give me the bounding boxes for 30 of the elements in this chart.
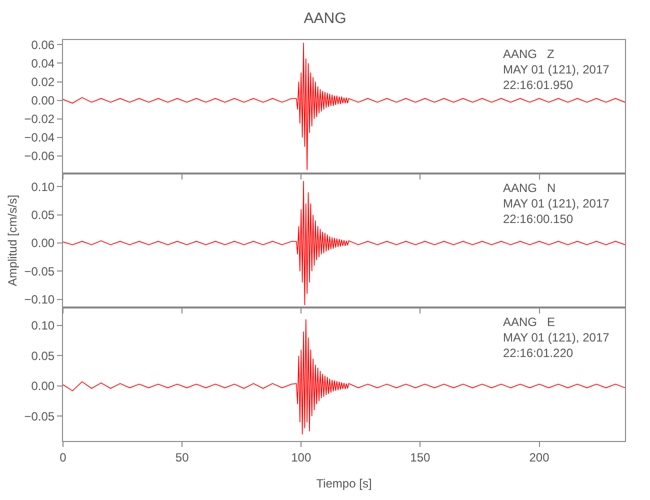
chart-title: AANG: [304, 10, 346, 27]
y-tick-label: −0.05: [24, 264, 55, 278]
y-tick-label: 0.00: [31, 94, 55, 108]
y-tick-label: 0.10: [31, 318, 55, 333]
x-axis-title: Tiempo [s]: [316, 476, 372, 490]
y-tick-label: −0.05: [24, 409, 55, 424]
y-tick-label: 0.00: [31, 236, 55, 250]
annotation: AANG E MAY 01 (121), 2017 22:16:01.220: [503, 315, 610, 360]
y-axis-title: Amplitud [cm/s/s]: [6, 194, 20, 286]
y-tick-label: −0.06: [24, 149, 55, 164]
y-tick-label: 0.06: [31, 38, 55, 52]
x-tick-label: 0: [60, 450, 67, 464]
y-tick-label: 0.04: [31, 56, 55, 70]
y-tick-label: −0.04: [24, 130, 55, 145]
line-series: [63, 319, 625, 435]
annotation: AANG Z MAY 01 (121), 2017 22:16:01.950: [503, 47, 610, 92]
y-tick-label: −0.02: [24, 112, 55, 126]
y-tick-label: 0.10: [31, 180, 55, 194]
line-series: [63, 42, 625, 170]
y-tick-label: 0.05: [31, 348, 55, 363]
x-tick-label: 200: [529, 450, 550, 464]
annotation: AANG N MAY 01 (121), 2017 22:16:00.150: [503, 181, 610, 226]
x-tick-label: 100: [291, 450, 312, 464]
x-tick-label: 150: [410, 450, 431, 464]
y-tick-label: 0.05: [31, 208, 55, 222]
x-tick-label: 50: [175, 450, 190, 464]
y-tick-label: 0.00: [31, 379, 55, 394]
y-tick-label: −0.10: [24, 292, 55, 307]
y-tick-label: 0.02: [31, 74, 55, 89]
line-series: [63, 180, 625, 306]
